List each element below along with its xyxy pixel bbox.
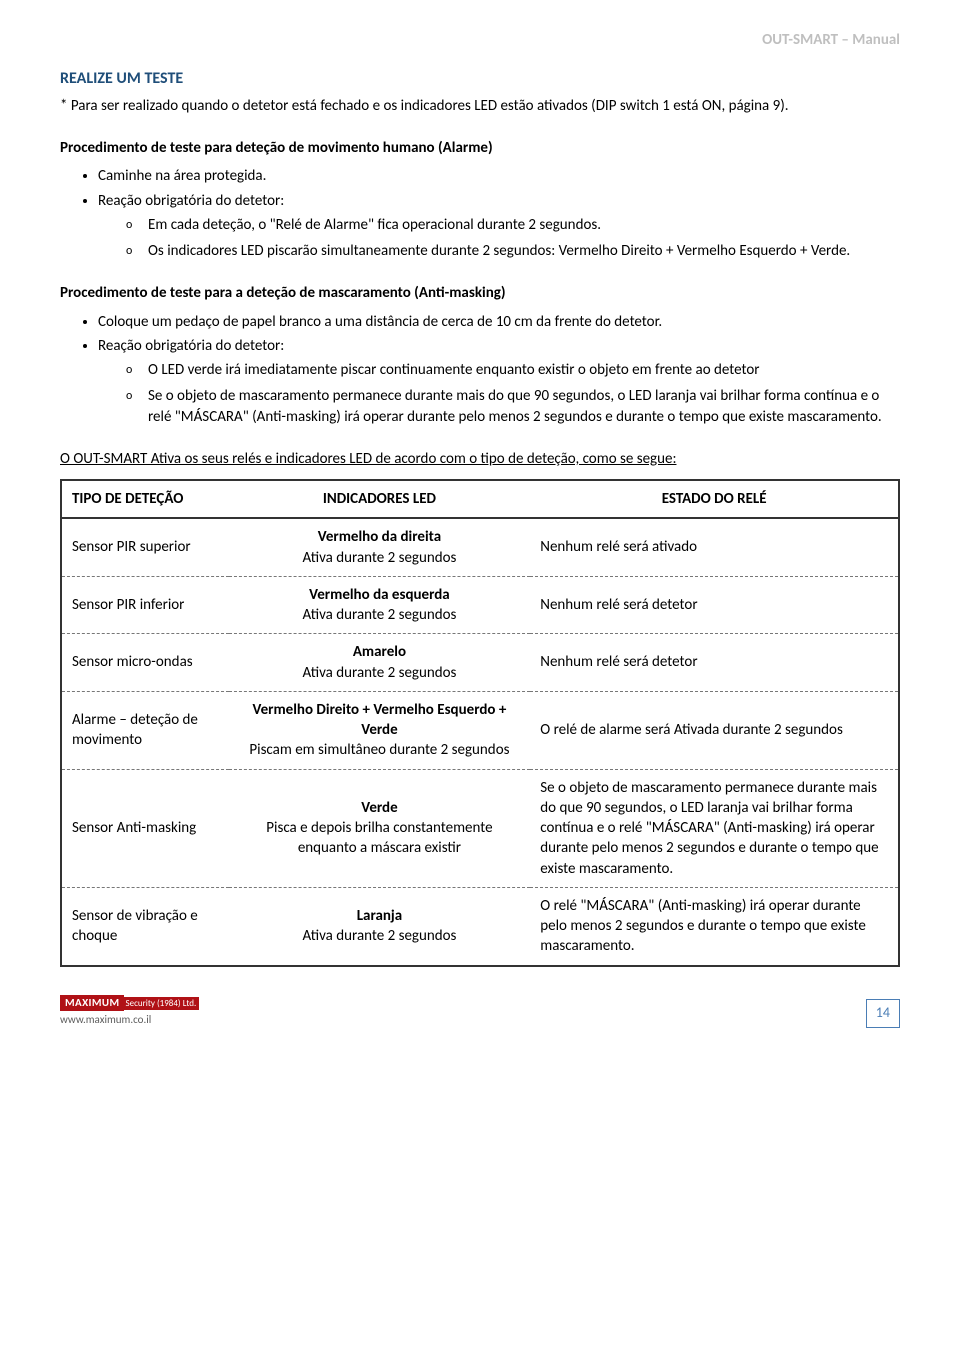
list-item: Coloque um pedaço de papel branco a uma … bbox=[98, 312, 900, 332]
cell-led: Vermelho da direitaAtiva durante 2 segun… bbox=[229, 518, 531, 576]
led-bold-text: Vermelho da direita bbox=[239, 527, 521, 547]
procedure-1-heading: Procedimento de teste para deteção de mo… bbox=[60, 138, 900, 158]
page-footer: MAXIMUMSecurity (1984) Ltd. www.maximum.… bbox=[60, 995, 900, 1029]
cell-relay: Nenhum relé será detetor bbox=[530, 634, 899, 692]
cell-relay: O relé "MÁSCARA" (Anti-masking) irá oper… bbox=[530, 887, 899, 965]
table-row: Sensor de vibração e choqueLaranjaAtiva … bbox=[61, 887, 899, 965]
brand-suffix: Security (1984) Ltd. bbox=[122, 997, 199, 1010]
section-intro: * Para ser realizado quando o detetor es… bbox=[60, 96, 900, 116]
cell-type: Sensor PIR superior bbox=[61, 518, 229, 576]
procedure-1-list: Caminhe na área protegida. Reação obriga… bbox=[60, 166, 900, 261]
cell-relay: Se o objeto de mascaramento permanece du… bbox=[530, 769, 899, 887]
list-item: Reação obrigatória do detetor: Em cada d… bbox=[98, 191, 900, 262]
list-item-text: Reação obrigatória do detetor: bbox=[98, 192, 284, 210]
table-body: Sensor PIR superiorVermelho da direitaAt… bbox=[61, 518, 899, 965]
cell-led: LaranjaAtiva durante 2 segundos bbox=[229, 887, 531, 965]
led-bold-text: Laranja bbox=[239, 906, 521, 926]
led-sub-text: Piscam em simultâneo durante 2 segundos bbox=[239, 740, 521, 760]
procedure-2: Procedimento de teste para a deteção de … bbox=[60, 283, 900, 427]
led-bold-text: Verde bbox=[239, 798, 521, 818]
led-bold-text: Vermelho Direito + Vermelho Esquerdo + V… bbox=[239, 700, 521, 741]
cell-type: Alarme – deteção de movimento bbox=[61, 691, 229, 769]
col-header-led: INDICADORES LED bbox=[229, 480, 531, 518]
procedure-2-heading: Procedimento de teste para a deteção de … bbox=[60, 283, 900, 303]
section-title: REALIZE UM TESTE bbox=[60, 68, 900, 90]
list-subitem: O LED verde irá imediatamente piscar con… bbox=[126, 360, 900, 380]
table-row: Sensor PIR superiorVermelho da direitaAt… bbox=[61, 518, 899, 576]
procedure-1-sublist: Em cada deteção, o "Relé de Alarme" fica… bbox=[98, 215, 900, 262]
list-subitem: Os indicadores LED piscarão simultaneame… bbox=[126, 241, 900, 261]
cell-relay: Nenhum relé será detetor bbox=[530, 576, 899, 634]
detection-table: TIPO DE DETEÇÃO INDICADORES LED ESTADO D… bbox=[60, 479, 900, 967]
page-number: 14 bbox=[866, 999, 900, 1028]
cell-relay: Nenhum relé será ativado bbox=[530, 518, 899, 576]
cell-type: Sensor Anti-masking bbox=[61, 769, 229, 887]
list-item: Reação obrigatória do detetor: O LED ver… bbox=[98, 336, 900, 427]
table-row: Alarme – deteção de movimentoVermelho Di… bbox=[61, 691, 899, 769]
table-row: Sensor Anti-maskingVerdePisca e depois b… bbox=[61, 769, 899, 887]
doc-header: OUT-SMART – Manual bbox=[60, 30, 900, 50]
led-sub-text: Ativa durante 2 segundos bbox=[239, 926, 521, 946]
led-sub-text: Ativa durante 2 segundos bbox=[239, 548, 521, 568]
brand-logo: MAXIMUM bbox=[60, 995, 124, 1012]
cell-led: Vermelho Direito + Vermelho Esquerdo + V… bbox=[229, 691, 531, 769]
cell-type: Sensor PIR inferior bbox=[61, 576, 229, 634]
led-sub-text: Pisca e depois brilha constantemente enq… bbox=[239, 818, 521, 859]
cell-led: AmareloAtiva durante 2 segundos bbox=[229, 634, 531, 692]
col-header-type: TIPO DE DETEÇÃO bbox=[61, 480, 229, 518]
col-header-relay: ESTADO DO RELÉ bbox=[530, 480, 899, 518]
table-row: Sensor micro-ondasAmareloAtiva durante 2… bbox=[61, 634, 899, 692]
cell-led: Vermelho da esquerdaAtiva durante 2 segu… bbox=[229, 576, 531, 634]
cell-relay: O relé de alarme será Ativada durante 2 … bbox=[530, 691, 899, 769]
footer-brand-block: MAXIMUMSecurity (1984) Ltd. www.maximum.… bbox=[60, 995, 199, 1029]
list-subitem: Em cada deteção, o "Relé de Alarme" fica… bbox=[126, 215, 900, 235]
list-item-text: Reação obrigatória do detetor: bbox=[98, 337, 284, 355]
led-sub-text: Ativa durante 2 segundos bbox=[239, 663, 521, 683]
table-header-row: TIPO DE DETEÇÃO INDICADORES LED ESTADO D… bbox=[61, 480, 899, 518]
cell-type: Sensor micro-ondas bbox=[61, 634, 229, 692]
cell-led: VerdePisca e depois brilha constantement… bbox=[229, 769, 531, 887]
list-subitem: Se o objeto de mascaramento permanece du… bbox=[126, 386, 900, 427]
table-row: Sensor PIR inferiorVermelho da esquerdaA… bbox=[61, 576, 899, 634]
led-bold-text: Vermelho da esquerda bbox=[239, 585, 521, 605]
table-intro: O OUT-SMART Ativa os seus relés e indica… bbox=[60, 449, 900, 469]
brand-domain: www.maximum.co.il bbox=[60, 1013, 199, 1028]
list-item: Caminhe na área protegida. bbox=[98, 166, 900, 186]
led-bold-text: Amarelo bbox=[239, 642, 521, 662]
procedure-2-sublist: O LED verde irá imediatamente piscar con… bbox=[98, 360, 900, 427]
led-sub-text: Ativa durante 2 segundos bbox=[239, 605, 521, 625]
procedure-1: Procedimento de teste para deteção de mo… bbox=[60, 138, 900, 261]
cell-type: Sensor de vibração e choque bbox=[61, 887, 229, 965]
procedure-2-list: Coloque um pedaço de papel branco a uma … bbox=[60, 312, 900, 427]
